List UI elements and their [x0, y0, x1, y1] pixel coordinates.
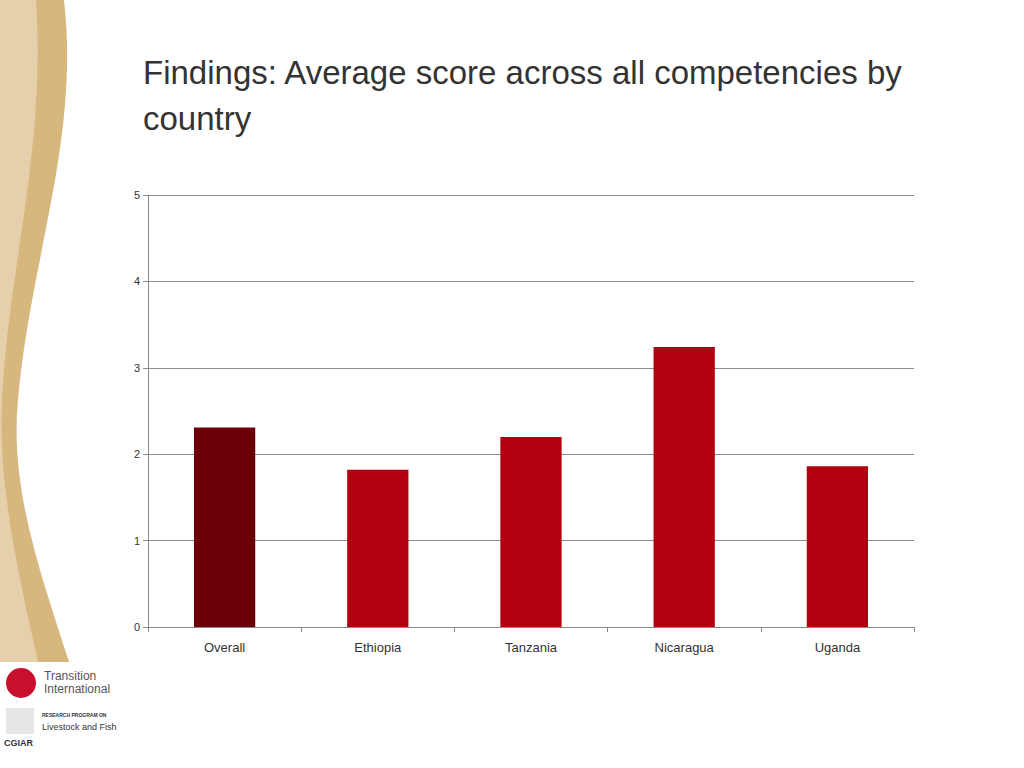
html-text:CGIAR: CGIAR — [4, 738, 33, 748]
svg-text:country: country — [143, 100, 252, 137]
svg-text:Findings: Average score across: Findings: Average score across all compe… — [143, 54, 911, 91]
svg-text:Overall: Overall — [204, 640, 245, 655]
svg-text:4: 4 — [134, 275, 140, 287]
svg-text:3: 3 — [134, 362, 140, 374]
svg-text:0: 0 — [134, 621, 140, 633]
svg-text:Tanzania: Tanzania — [505, 640, 558, 655]
svg-text:2: 2 — [134, 448, 140, 460]
html-text:RESEARCH PROGRAM ON: RESEARCH PROGRAM ON — [42, 712, 107, 718]
svg-text:Uganda: Uganda — [815, 640, 861, 655]
html-text:Transition International: Transition International — [44, 669, 110, 696]
svg-text:1: 1 — [134, 535, 140, 547]
svg-text:Ethiopia: Ethiopia — [354, 640, 402, 655]
svg-text:5: 5 — [134, 189, 140, 201]
svg-text:Nicaragua: Nicaragua — [655, 640, 715, 655]
html-text:Livestock and Fish: Livestock and Fish — [42, 722, 117, 732]
